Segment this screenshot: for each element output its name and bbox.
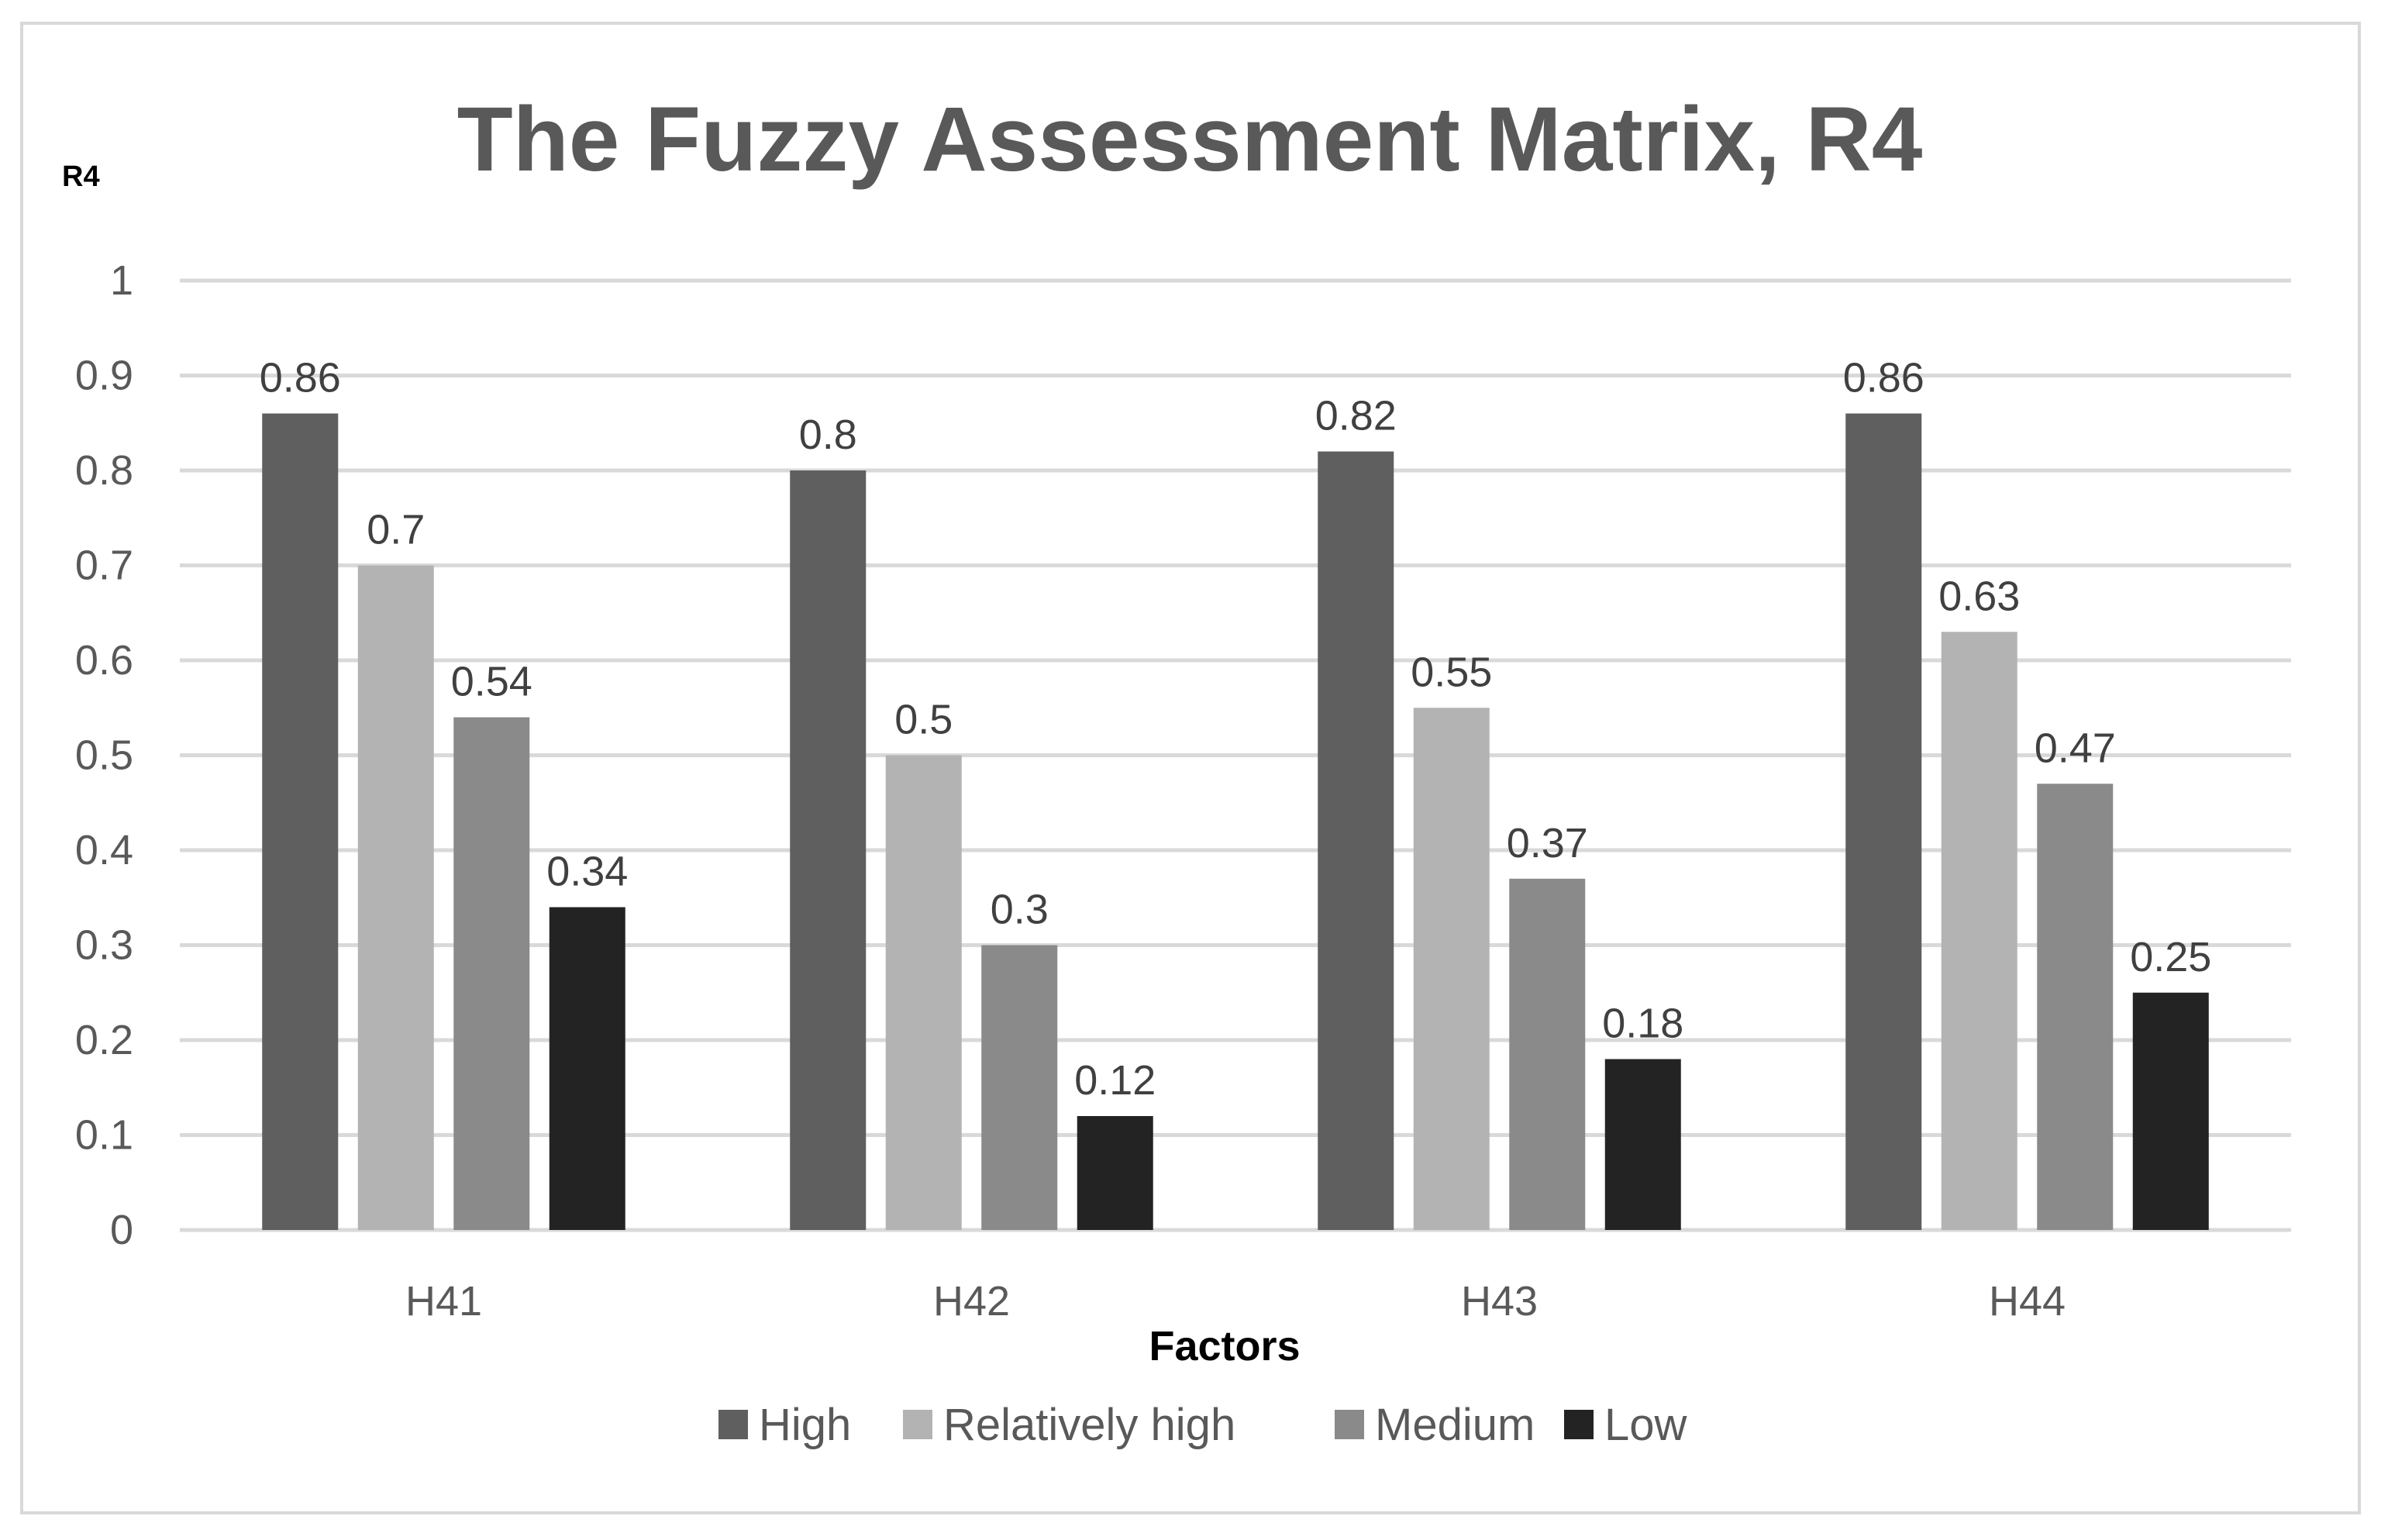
y-axis-title: R4 <box>62 160 100 193</box>
legend-swatch <box>718 1410 748 1439</box>
x-tick-label: H43 <box>1461 1278 1538 1325</box>
bar <box>1318 451 1394 1230</box>
data-label: 0.5 <box>894 697 953 743</box>
bar <box>1413 708 1490 1230</box>
bar <box>453 717 530 1230</box>
y-tick-label: 0.1 <box>75 1112 133 1159</box>
bar <box>549 907 625 1230</box>
x-axis-ticks: H41 H42 H43 H44 <box>405 1278 2066 1325</box>
bar <box>262 413 339 1230</box>
bar <box>2037 784 2114 1230</box>
x-axis-title: Factors <box>1149 1323 1300 1369</box>
data-label: 0.3 <box>991 887 1049 933</box>
y-tick-label: 0 <box>110 1207 133 1253</box>
x-tick-label: H42 <box>933 1278 1010 1325</box>
bar <box>790 470 867 1230</box>
y-tick-label: 0.6 <box>75 637 133 684</box>
data-label: 0.55 <box>1411 649 1492 695</box>
bar <box>885 755 962 1230</box>
y-tick-label: 0.8 <box>75 447 133 494</box>
bar <box>1509 878 1586 1230</box>
legend: High Relatively high Medium Low <box>718 1400 1688 1450</box>
bar <box>981 945 1058 1230</box>
data-label: 0.25 <box>2130 934 2211 980</box>
legend-swatch <box>903 1410 932 1439</box>
y-tick-label: 0.5 <box>75 732 133 779</box>
bar <box>357 565 434 1230</box>
data-label: 0.12 <box>1074 1057 1156 1104</box>
data-label: 0.63 <box>1938 573 2020 619</box>
y-tick-label: 1 <box>110 257 133 304</box>
chart-title: The Fuzzy Assessment Matrix, R4 <box>457 88 1923 191</box>
legend-swatch <box>1335 1410 1364 1439</box>
bar <box>1845 413 1922 1230</box>
x-tick-label: H44 <box>1989 1278 2066 1325</box>
data-label: 0.37 <box>1507 820 1588 866</box>
y-tick-label: 0.3 <box>75 922 133 969</box>
legend-label: Medium <box>1375 1400 1535 1450</box>
legend-label: Low <box>1604 1400 1688 1450</box>
data-label: 0.18 <box>1602 1001 1683 1047</box>
y-axis-ticks: 0 0.1 0.2 0.3 0.4 0.5 0.6 0.7 0.8 0.9 1 <box>75 257 133 1253</box>
data-label: 0.54 <box>451 659 532 705</box>
y-tick-label: 0.7 <box>75 543 133 589</box>
y-tick-label: 0.2 <box>75 1017 133 1063</box>
data-label: 0.86 <box>260 355 341 401</box>
y-tick-label: 0.9 <box>75 353 133 399</box>
bars <box>262 413 2209 1230</box>
legend-swatch <box>1564 1410 1594 1439</box>
data-label: 0.82 <box>1315 393 1397 439</box>
y-tick-label: 0.4 <box>75 827 133 873</box>
data-label: 0.47 <box>2035 725 2116 771</box>
data-label: 0.7 <box>367 507 425 553</box>
gridlines <box>180 278 2291 1232</box>
x-tick-label: H41 <box>405 1278 482 1325</box>
data-label: 0.86 <box>1843 355 1924 401</box>
legend-label: Relatively high <box>943 1400 1235 1450</box>
data-label: 0.8 <box>799 412 857 458</box>
bar <box>1604 1059 1681 1230</box>
data-labels: 0.86 0.7 0.54 0.34 0.8 0.5 0.3 0.12 0.82 0.55 0.37… <box>260 355 2212 1104</box>
data-label: 0.34 <box>546 849 628 895</box>
bar <box>1941 632 2017 1230</box>
legend-label: High <box>759 1400 851 1450</box>
bar <box>2132 992 2209 1230</box>
bar <box>1077 1116 1153 1230</box>
